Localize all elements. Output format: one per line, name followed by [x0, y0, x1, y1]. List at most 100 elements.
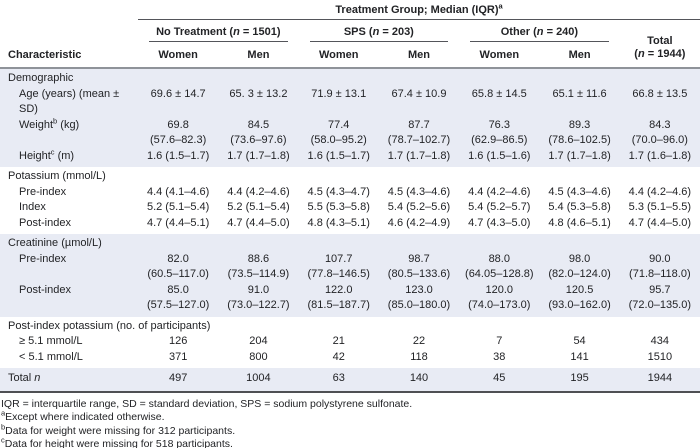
table-cell: 4.8 (4.3–5.1) [307, 216, 370, 229]
table-row: Pre-index 4.4 (4.1–4.6) 4.4 (4.2–4.6) 4.… [0, 185, 700, 201]
section-demographic: Demographic Age (years) (mean ± SD) 69.6… [0, 69, 700, 167]
footnote-marker: b [53, 115, 58, 125]
row-label: Age (years) (mean ± SD) [19, 87, 120, 116]
table-row: < 5.1 mmol/L 371 800 42 118 38 141 1510 [0, 350, 700, 366]
table-cell: 21 [332, 335, 345, 347]
column-group-header-other: Other (n = 240) [470, 20, 609, 42]
table-cell: 1.6 (1.5–1.7) [146, 149, 210, 162]
table-cell: 77.4 (58.0–95.2) [310, 118, 367, 147]
table-row: Pre-index 82.0 (60.5–117.0) 88.6 (73.5–1… [0, 252, 700, 283]
table-cell: 63 [332, 372, 345, 384]
table-cell: 5.5 (5.3–5.8) [307, 201, 370, 213]
characteristic-column-header: Characteristic [8, 49, 82, 61]
table-cell: 69.8 (57.6–82.3) [150, 118, 207, 147]
table-cell: 87.7 (78.7–102.7) [387, 118, 451, 147]
row-label: ≥ 5.1 mmol/L [19, 335, 83, 347]
footnote-marker: c [1, 435, 5, 445]
table-row: Heightc (m) 1.6 (1.5–1.7) 1.7 (1.7–1.8) … [0, 146, 700, 165]
section-header: Creatinine (µmol/L) [8, 237, 102, 249]
table-cell: 98.0 (82.0–124.0) [548, 252, 611, 281]
row-label: < 5.1 mmol/L [19, 350, 83, 363]
row-label: Index [19, 201, 46, 213]
section-header: Potassium (mmol/L) [8, 170, 106, 182]
table-cell: 42 [332, 350, 345, 363]
row-label: Post-index [19, 283, 71, 296]
total-column-header: Total (n = 1944) [634, 34, 686, 60]
table-cell: 5.4 (5.2–5.7) [468, 201, 531, 213]
table-title-footnote-marker: a [498, 1, 503, 11]
table-cell: 89.3 (78.6–102.5) [548, 118, 611, 147]
table-cell: 118 [410, 350, 428, 363]
table-cell: 65. 3 ± 13.2 [229, 87, 288, 100]
table-cell: 4.8 (4.6–5.1) [548, 216, 611, 229]
footnote-abbreviations: IQR = interquartile range, SD = standard… [1, 397, 413, 410]
table-cell: 120.0 (74.0–173.0) [468, 283, 531, 312]
table-cell: 1.7 (1.6–1.8) [628, 149, 692, 162]
table-footnotes: IQR = interquartile range, SD = standard… [0, 393, 700, 448]
table-cell: 1.6 (1.5–1.7) [307, 149, 370, 162]
table-cell: 84.3 (70.0–96.0) [631, 118, 688, 147]
table-row: Index 5.2 (5.1–5.4) 5.2 (5.1–5.4) 5.5 (5… [0, 200, 700, 216]
table-cell: 1.7 (1.7–1.8) [227, 149, 290, 162]
column-group-header-no-treatment: No Treatment (n = 1501) [149, 20, 288, 42]
table-cell: 22 [412, 335, 426, 347]
footnote-b: bData for weight were missing for 312 pa… [1, 422, 236, 437]
table-row: Post-index 4.7 (4.4–5.1) 4.7 (4.4–5.0) 4… [0, 216, 700, 232]
table-title-text: Treatment Group; Median (IQR) [335, 4, 499, 16]
table-cell: 82.0 (60.5–117.0) [147, 252, 209, 281]
table-cell: 123.0 (85.0–180.0) [387, 283, 451, 312]
table-cell: 126 [168, 335, 188, 347]
table-cell: 4.7 (4.3–5.0) [468, 216, 531, 229]
section-header: Demographic [8, 72, 74, 84]
table-cell: 71.9 ± 13.1 [311, 87, 367, 100]
table-cell: 107.7 (77.8–146.5) [307, 252, 370, 281]
table-cell: 65.1 ± 11.6 [552, 87, 607, 100]
table-cell: 65.8 ± 14.5 [471, 87, 527, 100]
table-cell: 4.4 (4.2–4.6) [227, 185, 290, 198]
table-cell: 497 [168, 372, 188, 384]
table-cell: 4.7 (4.4–5.0) [227, 216, 290, 229]
table-cell: 4.5 (4.3–4.6) [548, 185, 611, 198]
column-group-header-sps: SPS (n = 203) [309, 20, 449, 42]
table-cell: 122.0 (81.5–187.7) [307, 283, 370, 312]
table-row: Post-index 85.0 (57.5–127.0) 91.0 (73.0–… [0, 283, 700, 314]
table-cell: 5.3 (5.1–5.5) [628, 201, 692, 213]
table-cell: 800 [249, 350, 268, 363]
table-header: Treatment Group; Median (IQR)a No Treatm… [0, 0, 700, 69]
table-cell: 98.7 (80.5–133.6) [387, 252, 451, 281]
table-row: Weightb (kg) 69.8 (57.6–82.3) 84.5 (73.6… [0, 115, 700, 149]
table-cell: 84.5 (73.6–97.6) [230, 118, 287, 147]
footnote-marker: c [50, 146, 55, 156]
table-cell: 4.6 (4.2–4.9) [387, 216, 451, 229]
subcolumn-header-women: Women [318, 49, 359, 61]
section-header: Post-index potassium (no. of participant… [8, 319, 211, 332]
subcolumn-header-women: Women [479, 49, 520, 61]
table-cell: 4.4 (4.1–4.6) [146, 185, 210, 198]
table-row: ≥ 5.1 mmol/L 126 204 21 22 7 54 434 [0, 334, 700, 350]
subcolumn-header-women: Women [158, 49, 198, 61]
table-cell: 67.4 ± 10.9 [391, 87, 447, 100]
table-cell: 141 [570, 350, 589, 363]
table-cell: 195 [570, 372, 589, 384]
row-label: Heightc (m) [19, 146, 75, 162]
table-cell: 91.0 (73.0–122.7) [227, 283, 290, 312]
table-cell: 85.0 (57.5–127.0) [146, 283, 210, 312]
table-cell: 38 [493, 350, 506, 363]
table-cell: 371 [168, 350, 188, 363]
row-label: Pre-index [19, 252, 67, 265]
row-label: Weightb (kg) [19, 115, 80, 131]
table-cell: 5.2 (5.1–5.4) [146, 201, 210, 213]
table-cell: 54 [573, 335, 586, 347]
table-cell: 4.5 (4.3–4.7) [307, 185, 370, 198]
table-cell: 1944 [647, 372, 673, 384]
table-cell: 4.5 (4.3–4.6) [387, 185, 451, 198]
table-cell: 66.8 ± 13.5 [632, 87, 688, 100]
footnote-a: aExcept where indicated otherwise. [1, 408, 165, 423]
table-cell: 4.7 (4.4–5.0) [628, 216, 692, 229]
section-post-index-potassium: Post-index potassium (no. of participant… [0, 317, 700, 369]
table-cell: 1510 [647, 350, 673, 363]
section-potassium: Potassium (mmol/L) Pre-index 4.4 (4.1–4.… [0, 167, 700, 234]
section-creatinine: Creatinine (µmol/L) Pre-index 82.0 (60.5… [0, 234, 700, 317]
table-cell: 4.4 (4.2–4.6) [468, 185, 531, 198]
